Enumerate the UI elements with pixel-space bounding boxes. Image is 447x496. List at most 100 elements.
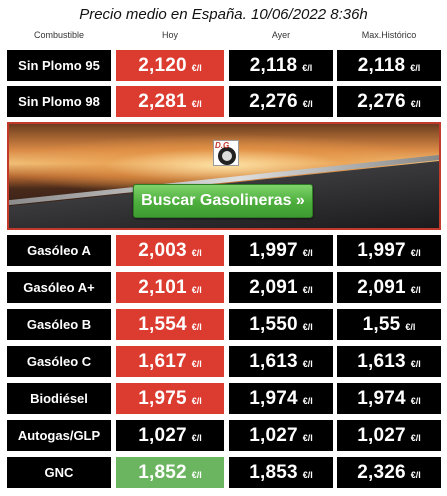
price-today: 1,975 €/l [116, 383, 224, 414]
fuel-name: Sin Plomo 95 [7, 50, 111, 81]
price-max: 1,974 €/l [337, 383, 441, 414]
fuel-name: Sin Plomo 98 [7, 86, 111, 117]
price-yesterday: 2,118 €/l [229, 50, 333, 81]
price-unit: €/l [410, 285, 421, 295]
price-value: 2,120 [138, 55, 187, 76]
price-unit: €/l [191, 433, 202, 443]
price-unit: €/l [410, 248, 421, 258]
price-yesterday: 1,550 €/l [229, 309, 333, 340]
price-unit: €/l [191, 99, 202, 109]
brand-logo-icon: D.G [213, 140, 239, 166]
price-value: 1,613 [249, 351, 298, 372]
price-unit: €/l [302, 359, 313, 369]
price-unit: €/l [191, 63, 202, 73]
price-unit: €/l [410, 359, 421, 369]
price-value: 2,091 [357, 277, 406, 298]
price-unit: €/l [410, 63, 421, 73]
price-value: 2,118 [249, 55, 298, 76]
tire-icon [218, 147, 236, 165]
price-value: 1,027 [249, 425, 298, 446]
price-yesterday: 1,997 €/l [229, 235, 333, 266]
price-today: 1,617 €/l [116, 346, 224, 377]
price-unit: €/l [302, 433, 313, 443]
price-unit: €/l [191, 359, 202, 369]
price-unit: €/l [410, 470, 421, 480]
price-unit: €/l [191, 322, 202, 332]
price-yesterday: 1,613 €/l [229, 346, 333, 377]
search-stations-button[interactable]: Buscar Gasolineras » [133, 184, 313, 218]
price-max: 2,276 €/l [337, 86, 441, 117]
price-value: 1,974 [249, 388, 298, 409]
price-yesterday: 2,091 €/l [229, 272, 333, 303]
price-value: 1,550 [249, 314, 298, 335]
price-unit: €/l [302, 248, 313, 258]
price-unit: €/l [410, 396, 421, 406]
price-today: 1,852 €/l [116, 457, 224, 488]
price-value: 2,003 [138, 240, 187, 261]
price-unit: €/l [191, 248, 202, 258]
price-today: 2,120 €/l [116, 50, 224, 81]
price-max: 1,997 €/l [337, 235, 441, 266]
price-yesterday: 1,853 €/l [229, 457, 333, 488]
price-value: 2,101 [138, 277, 187, 298]
price-value: 1,617 [138, 351, 187, 372]
price-value: 2,276 [357, 91, 406, 112]
price-max: 1,55 €/l [337, 309, 441, 340]
price-value: 1,975 [138, 388, 187, 409]
price-unit: €/l [191, 396, 202, 406]
column-header-max: Max.Histórico [361, 30, 417, 40]
price-unit: €/l [302, 470, 313, 480]
price-value: 1,997 [357, 240, 406, 261]
price-value: 1,027 [357, 425, 406, 446]
price-today: 2,281 €/l [116, 86, 224, 117]
price-unit: €/l [410, 433, 421, 443]
price-max: 2,091 €/l [337, 272, 441, 303]
price-today: 1,554 €/l [116, 309, 224, 340]
price-value: 1,852 [138, 462, 187, 483]
price-unit: €/l [191, 470, 202, 480]
price-max: 1,613 €/l [337, 346, 441, 377]
price-value: 1,554 [138, 314, 187, 335]
fuel-name: Gasóleo A [7, 235, 111, 266]
search-banner[interactable]: D.G Buscar Gasolineras » [7, 122, 441, 230]
price-today: 2,101 €/l [116, 272, 224, 303]
page-title: Precio medio en España. 10/06/2022 8:36h [79, 6, 368, 23]
price-value: 2,091 [249, 277, 298, 298]
price-unit: €/l [302, 396, 313, 406]
fuel-name: GNC [7, 457, 111, 488]
price-max: 2,326 €/l [337, 457, 441, 488]
price-max: 2,118 €/l [337, 50, 441, 81]
price-value: 1,613 [357, 351, 406, 372]
price-value: 2,326 [357, 462, 406, 483]
price-value: 1,027 [138, 425, 187, 446]
price-today: 2,003 €/l [116, 235, 224, 266]
fuel-name: Gasóleo B [7, 309, 111, 340]
price-max: 1,027 €/l [337, 420, 441, 451]
price-value: 2,276 [249, 91, 298, 112]
price-today: 1,027 €/l [116, 420, 224, 451]
price-unit: €/l [405, 322, 416, 332]
price-yesterday: 2,276 €/l [229, 86, 333, 117]
price-yesterday: 1,974 €/l [229, 383, 333, 414]
fuel-name: Gasóleo A+ [7, 272, 111, 303]
fuel-name: Biodiésel [7, 383, 111, 414]
price-unit: €/l [410, 99, 421, 109]
price-value: 2,118 [357, 55, 406, 76]
price-value: 1,997 [249, 240, 298, 261]
column-header-today: Hoy [161, 30, 178, 40]
logo-text: D.G [215, 141, 230, 150]
price-value: 1,853 [249, 462, 298, 483]
fuel-name: Autogas/GLP [7, 420, 111, 451]
price-unit: €/l [302, 285, 313, 295]
price-unit: €/l [302, 322, 313, 332]
price-value: 2,281 [138, 91, 187, 112]
fuel-name: Gasóleo C [7, 346, 111, 377]
price-unit: €/l [191, 285, 202, 295]
price-yesterday: 1,027 €/l [229, 420, 333, 451]
column-header-yesterday: Ayer [271, 30, 291, 40]
column-header-fuel: Combustible [33, 30, 85, 40]
price-unit: €/l [302, 63, 313, 73]
price-value: 1,974 [357, 388, 406, 409]
price-unit: €/l [302, 99, 313, 109]
price-value: 1,55 [362, 314, 401, 335]
